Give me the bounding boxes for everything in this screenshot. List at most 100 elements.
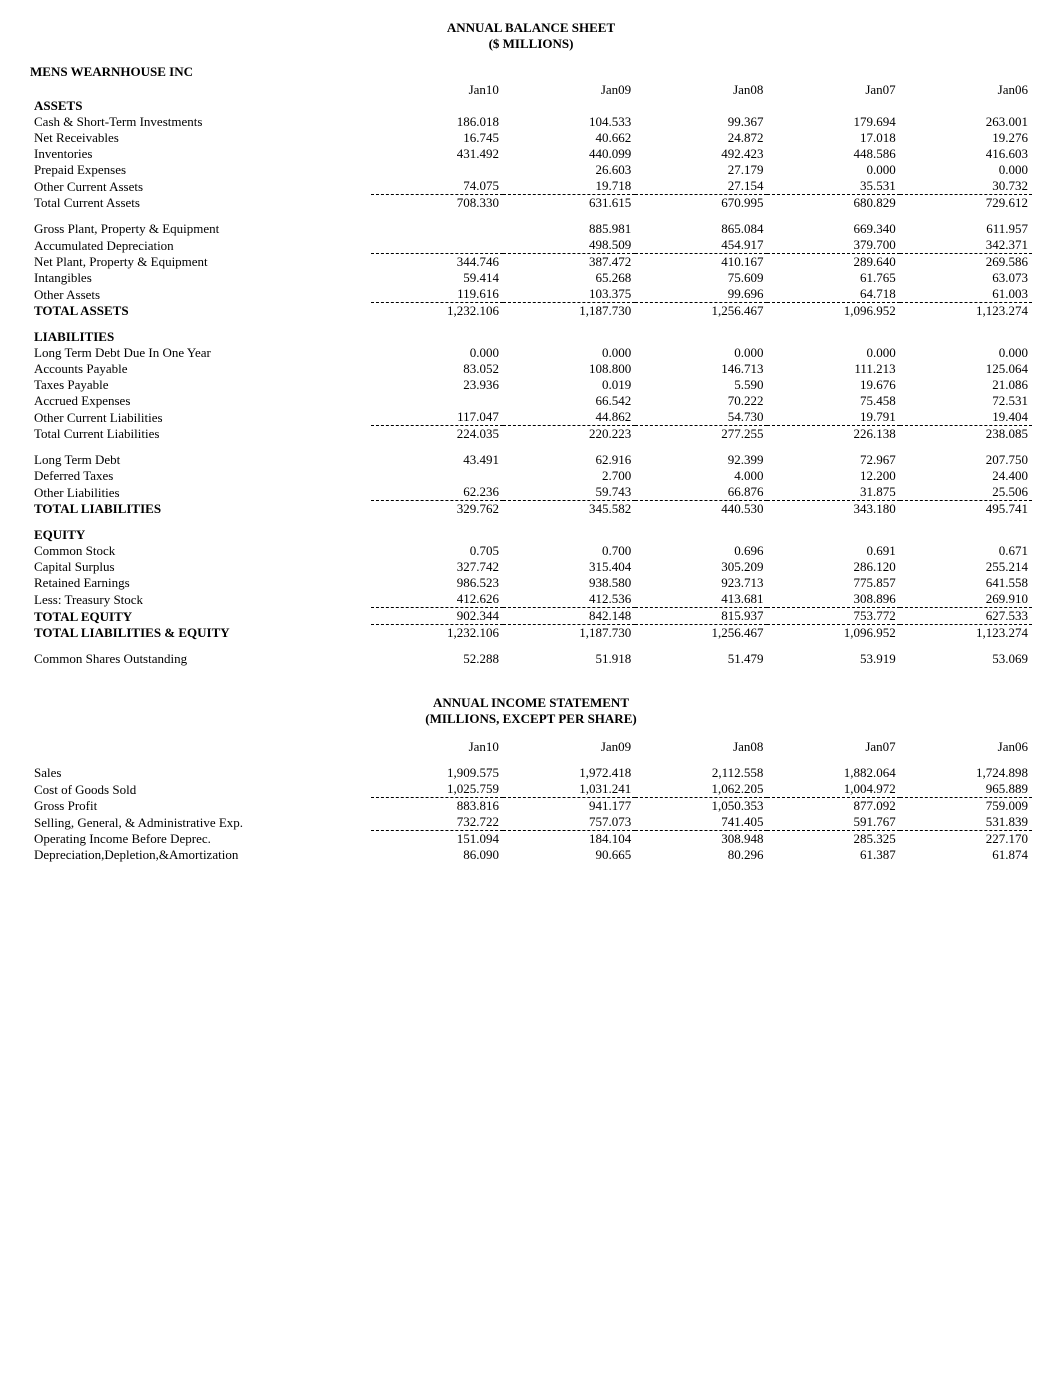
row-value: 669.340 [767,221,899,237]
row-value: 0.691 [767,543,899,559]
row-value: 17.018 [767,130,899,146]
row-label: ASSETS [30,98,371,114]
row-value: 53.919 [767,651,899,667]
table-row: Accrued Expenses66.54270.22275.45872.531 [30,393,1032,409]
row-value: 413.681 [635,591,767,608]
row-value: 342.371 [900,237,1032,254]
is-title-line1: ANNUAL INCOME STATEMENT [30,695,1032,711]
row-value: 0.000 [767,345,899,361]
row-value: 61.765 [767,270,899,286]
row-value: 285.325 [767,831,899,848]
row-value [635,527,767,543]
row-value: 741.405 [635,814,767,831]
row-value: 0.000 [900,345,1032,361]
row-value: 0.019 [503,377,635,393]
income-statement-title: ANNUAL INCOME STATEMENT (MILLIONS, EXCEP… [30,695,1032,727]
row-value: 62.916 [503,452,635,468]
row-value: 416.603 [900,146,1032,162]
table-row: Cash & Short-Term Investments186.018104.… [30,114,1032,130]
row-value: 83.052 [371,361,503,377]
is-col-3: Jan07 [767,739,899,755]
row-value: 757.073 [503,814,635,831]
row-value: 16.745 [371,130,503,146]
is-header-row: Jan10 Jan09 Jan08 Jan07 Jan06 [30,739,1032,755]
row-value: 938.580 [503,575,635,591]
row-value: 52.288 [371,651,503,667]
total-equity: TOTAL EQUITY902.344842.148815.937753.772… [30,608,1032,625]
row-value: 308.896 [767,591,899,608]
row-value: 74.075 [371,178,503,195]
row-value: 19.676 [767,377,899,393]
total-liabilities-equity: TOTAL LIABILITIES & EQUITY1,232.1061,187… [30,625,1032,642]
row-value: 865.084 [635,221,767,237]
row-value: 238.085 [900,426,1032,443]
liabilities-header: LIABILITIES [30,329,1032,345]
table-row: Depreciation,Depletion,&Amortization86.0… [30,847,1032,863]
row-value [503,527,635,543]
row-value: 1,187.730 [503,303,635,320]
row-value: 0.000 [503,345,635,361]
row-value: 343.180 [767,501,899,518]
row-value: 80.296 [635,847,767,863]
row-value: 708.330 [371,195,503,212]
income-statement-table: Jan10 Jan09 Jan08 Jan07 Jan06 Sales1,909… [30,739,1032,863]
row-value: 1,031.241 [503,781,635,798]
table-row: Other Current Assets74.07519.71827.15435… [30,178,1032,195]
row-label: Net Plant, Property & Equipment [30,254,371,271]
row-label: Cash & Short-Term Investments [30,114,371,130]
row-value: 877.092 [767,798,899,815]
row-value: 63.073 [900,270,1032,286]
row-value: 344.746 [371,254,503,271]
row-label: Selling, General, & Administrative Exp. [30,814,371,831]
table-row: Retained Earnings986.523938.580923.71377… [30,575,1032,591]
row-value: 1,096.952 [767,303,899,320]
table-row: Less: Treasury Stock412.626412.536413.68… [30,591,1032,608]
row-value: 611.957 [900,221,1032,237]
row-value: 103.375 [503,286,635,303]
row-value: 941.177 [503,798,635,815]
row-value: 1,062.205 [635,781,767,798]
row-value: 883.816 [371,798,503,815]
row-value: 1,724.898 [900,765,1032,781]
row-value [371,393,503,409]
row-value: 641.558 [900,575,1032,591]
row-value: 1,123.274 [900,625,1032,642]
row-value: 0.000 [767,162,899,178]
row-label: Retained Earnings [30,575,371,591]
is-col-4: Jan06 [900,739,1032,755]
row-label: TOTAL LIABILITIES & EQUITY [30,625,371,642]
row-label: TOTAL ASSETS [30,303,371,320]
table-row: Taxes Payable23.9360.0195.59019.67621.08… [30,377,1032,393]
row-value: 0.000 [371,345,503,361]
table-row: Other Liabilities62.23659.74366.87631.87… [30,484,1032,501]
row-label: EQUITY [30,527,371,543]
bs-col-2: Jan08 [635,82,767,98]
row-value [900,329,1032,345]
table-row: Inventories431.492440.099492.423448.5864… [30,146,1032,162]
row-value: 125.064 [900,361,1032,377]
row-value: 885.981 [503,221,635,237]
row-value: 1,972.418 [503,765,635,781]
row-value: 59.743 [503,484,635,501]
bs-title-line2: ($ MILLIONS) [30,36,1032,52]
row-value: 0.705 [371,543,503,559]
table-row: Cost of Goods Sold1,025.7591,031.2411,06… [30,781,1032,798]
row-value: 61.387 [767,847,899,863]
bs-col-4: Jan06 [900,82,1032,98]
total-current-assets: Total Current Assets708.330631.615670.99… [30,195,1032,212]
row-value: 75.609 [635,270,767,286]
row-value: 19.404 [900,409,1032,426]
row-value: 0.000 [900,162,1032,178]
row-value: 1,004.972 [767,781,899,798]
row-label: Long Term Debt Due In One Year [30,345,371,361]
row-label: Accumulated Depreciation [30,237,371,254]
row-value: 72.531 [900,393,1032,409]
row-value: 531.839 [900,814,1032,831]
is-col-0: Jan10 [371,739,503,755]
row-value: 99.367 [635,114,767,130]
row-value: 104.533 [503,114,635,130]
row-label: Net Receivables [30,130,371,146]
row-value: 19.791 [767,409,899,426]
company-name: MENS WEARNHOUSE INC [30,64,1032,80]
row-value: 263.001 [900,114,1032,130]
